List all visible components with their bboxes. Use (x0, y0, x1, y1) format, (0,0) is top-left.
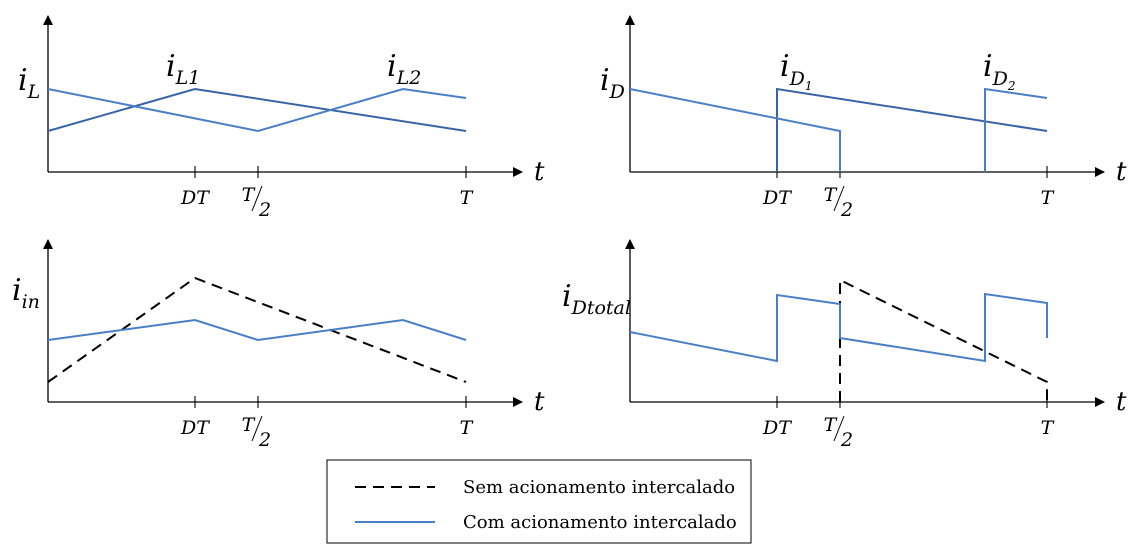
idt-t-label: t (1116, 387, 1127, 417)
legend-item-solid: Com acionamento intercalado (355, 512, 737, 533)
idt-tick-label-half: T 2 (824, 414, 853, 451)
il-tick-label-t: T (460, 187, 474, 209)
idt-curve-dashed (839, 278, 1048, 402)
legend-label-solid: Com acionamento intercalado (463, 512, 737, 533)
idt-tick-label-dt: DT (762, 417, 792, 439)
idt-half-slash (833, 415, 845, 442)
iin-tick-label-half: T 2 (242, 414, 271, 451)
iin-curve-dashed (47, 276, 467, 383)
idt-curve-solid (629, 292, 1048, 363)
legend-box (326, 459, 752, 544)
il-curve-1-label: iL1 (166, 49, 200, 89)
il-curve-2-label: iL2 (387, 49, 421, 89)
il-curve-2 (47, 87, 467, 133)
id-curve-2b (984, 87, 1048, 172)
id-tick-label-half: T 2 (824, 184, 853, 221)
id-y-label: iD (600, 63, 625, 103)
id-curve-2 (629, 88, 841, 172)
id-half-slash (833, 185, 845, 212)
id-curve-1 (776, 87, 1048, 172)
legend-label-dashed: Sem acionamento intercalado (463, 477, 735, 498)
id-half-den: 2 (840, 199, 853, 221)
il-tick-label-dt: DT (180, 187, 210, 209)
panel-diode-current: iD iD1 iD2 t DT T 2 T (600, 15, 1127, 221)
il-tick-label-half: T 2 (242, 184, 271, 221)
id-curve-2-label: iD2 (983, 49, 1015, 93)
idt-tick-label-t: T (1041, 417, 1055, 439)
id-curve-1-label: iD1 (780, 49, 812, 93)
il-t-label: t (534, 157, 545, 187)
legend-item-dashed: Sem acionamento intercalado (355, 477, 735, 498)
id-tick-label-t: T (1041, 187, 1055, 209)
panel-total-diode-current: iDtotal t DT T 2 T (562, 239, 1127, 451)
id-t-label: t (1116, 157, 1127, 187)
iin-curve-solid (47, 318, 467, 342)
il-y-label: iL (18, 63, 40, 103)
il-half-slash (251, 185, 263, 212)
idt-y-label: iDtotal (562, 279, 631, 319)
iin-tick-label-t: T (460, 417, 474, 439)
iin-t-label: t (534, 387, 545, 417)
panel-input-current: iin t DT T 2 T (12, 239, 545, 451)
il-curve-1 (47, 87, 467, 132)
iin-half-num: T (242, 414, 256, 436)
legend: Sem acionamento intercalado Com acioname… (326, 459, 752, 544)
iin-half-slash (251, 415, 263, 442)
idt-half-den: 2 (840, 429, 853, 451)
idt-half-num: T (824, 414, 838, 436)
iin-tick-label-dt: DT (180, 417, 210, 439)
iin-y-label: iin (12, 273, 40, 313)
il-half-den: 2 (258, 199, 271, 221)
iin-half-den: 2 (258, 429, 271, 451)
id-tick-label-dt: DT (762, 187, 792, 209)
il-half-num: T (242, 184, 256, 206)
panel-inductor-current: iL iL1 iL2 t DT T 2 T (18, 15, 545, 221)
id-half-num: T (824, 184, 838, 206)
